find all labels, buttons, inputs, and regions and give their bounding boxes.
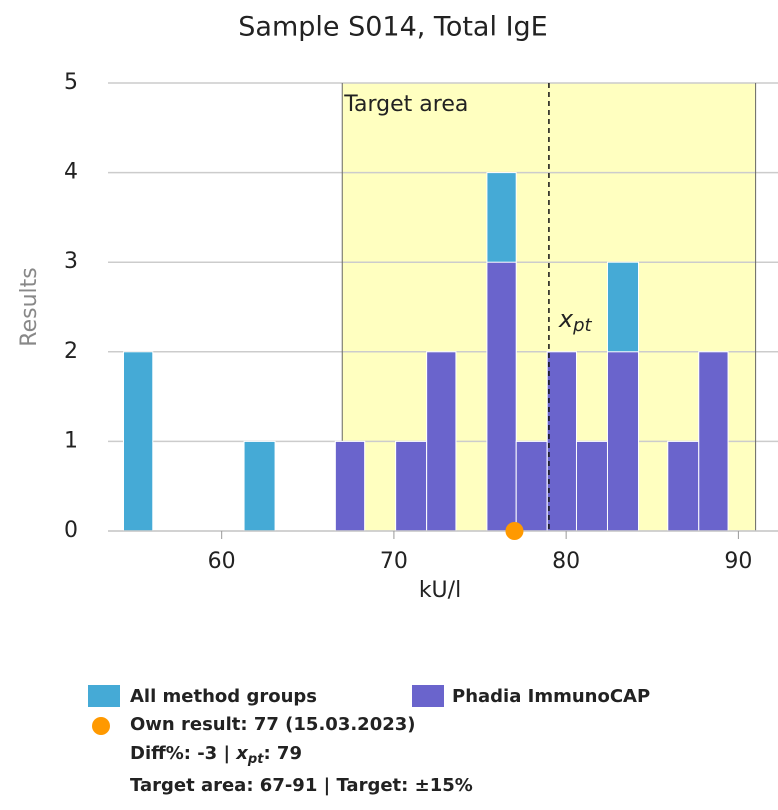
bar [606,351,639,532]
legend-own: Own result: 77 (15.03.2023) [130,714,416,735]
bar [667,440,700,532]
xpt-label: xpt [558,305,593,336]
x-axis-label: kU/l [419,578,461,603]
x-tick-label: 70 [380,549,408,574]
bar [334,440,366,532]
diff-subscript: pt [247,752,264,767]
legend-label: All method groups [130,686,317,707]
y-tick-label: 5 [64,70,78,95]
bar [486,261,517,532]
bar [123,351,154,532]
y-tick-label: 4 [64,160,78,185]
bar [243,440,276,532]
y-axis-label: Results [17,267,42,346]
diff-symbol: x [235,743,249,764]
diff-text: Diff%: -3 | [130,743,236,764]
diff-text: : 79 [263,743,302,764]
legend-own-marker [92,717,110,735]
bar [546,351,577,532]
legend-swatch [88,685,120,707]
y-tick-label: 1 [64,428,78,453]
xpt-symbol: x [558,305,574,333]
xpt-subscript: pt [572,315,592,336]
chart-title: Sample S014, Total IgE [238,12,547,43]
target-area-label: Target area [343,92,468,117]
legend-diff: Diff%: -3 | xpt: 79 [130,743,302,767]
y-tick-label: 2 [64,339,78,364]
y-tick-label: 0 [64,518,78,543]
legend-swatch [412,685,444,707]
bar [575,440,608,532]
legend: All method groups Phadia ImmunoCAP Own res… [88,685,650,796]
legend-target: Target area: 67-91 | Target: ±15% [130,775,473,796]
bar [426,351,457,532]
x-tick-label: 60 [208,549,236,574]
y-tick-label: 3 [64,249,78,274]
bar [515,440,548,532]
legend-label: Phadia ImmunoCAP [452,686,650,707]
x-tick-label: 90 [724,549,752,574]
bar [395,440,428,532]
bar [698,351,729,532]
x-tick-label: 80 [552,549,580,574]
own-result [505,522,524,540]
